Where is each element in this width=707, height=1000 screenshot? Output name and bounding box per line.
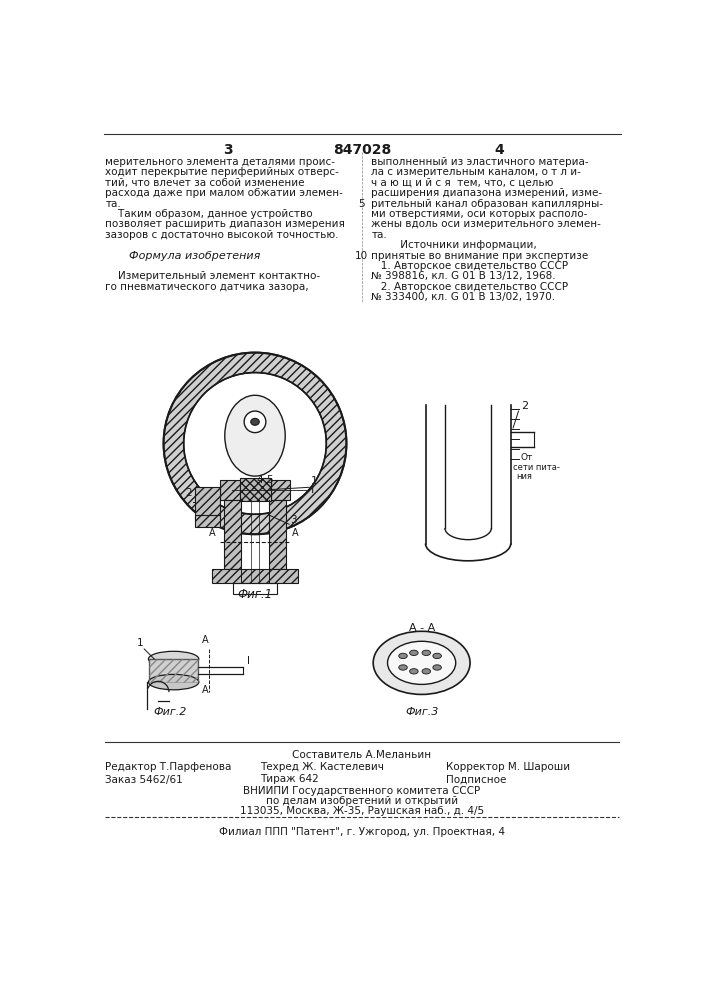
Text: 2. Авторское свидетельство СССР: 2. Авторское свидетельство СССР — [371, 282, 568, 292]
Circle shape — [244, 411, 266, 433]
Bar — [271, 480, 290, 500]
Bar — [149, 659, 199, 682]
Text: жены вдоль оси измерительного элемен-: жены вдоль оси измерительного элемен- — [371, 219, 601, 229]
Text: ВНИИПИ Государственного комитета СССР: ВНИИПИ Государственного комитета СССР — [243, 786, 481, 796]
Text: 2: 2 — [185, 488, 192, 498]
Text: Составитель А.Меланьин: Составитель А.Меланьин — [293, 750, 431, 760]
Text: Фиг.1: Фиг.1 — [238, 588, 273, 601]
Text: Редактор Т.Парфенова: Редактор Т.Парфенова — [105, 762, 232, 772]
Ellipse shape — [399, 665, 407, 670]
Ellipse shape — [409, 650, 418, 656]
Text: выполненный из эластичного материа-: выполненный из эластичного материа- — [371, 157, 589, 167]
Text: мерительного элемента деталями проис-: мерительного элемента деталями проис- — [105, 157, 335, 167]
Bar — [269, 500, 286, 569]
Text: От: От — [521, 453, 533, 462]
Text: Тираж 642: Тираж 642 — [260, 774, 319, 784]
Text: 4: 4 — [494, 143, 504, 157]
Text: I: I — [247, 656, 250, 666]
Ellipse shape — [225, 395, 285, 476]
Text: го пневматического датчика зазора,: го пневматического датчика зазора, — [105, 282, 309, 292]
Bar — [194, 487, 220, 521]
Text: 2: 2 — [521, 401, 528, 411]
Text: Корректор М. Шароши: Корректор М. Шароши — [446, 762, 571, 772]
Ellipse shape — [433, 653, 441, 659]
Text: по делам изобретений и открытий: по делам изобретений и открытий — [266, 796, 458, 806]
Text: ми отверстиями, оси которых располо-: ми отверстиями, оси которых располо- — [371, 209, 588, 219]
Text: 5: 5 — [358, 199, 365, 209]
Text: 1: 1 — [311, 476, 318, 486]
Bar — [149, 659, 199, 682]
Ellipse shape — [409, 669, 418, 674]
Text: ч а ю щ и й с я  тем, что, с целью: ч а ю щ и й с я тем, что, с целью — [371, 178, 554, 188]
Text: Формула изобретения: Формула изобретения — [129, 251, 260, 261]
Bar — [240, 478, 271, 501]
Ellipse shape — [251, 418, 259, 425]
Text: Подписное: Подписное — [446, 774, 507, 784]
Text: 1. Авторское свидетельство СССР: 1. Авторское свидетельство СССР — [371, 261, 568, 271]
Text: 10: 10 — [355, 251, 368, 261]
Text: 1: 1 — [136, 638, 143, 648]
Text: зазоров с достаточно высокой точностью.: зазоров с достаточно высокой точностью. — [105, 230, 339, 240]
Text: № 333400, кл. G 01 B 13/02, 1970.: № 333400, кл. G 01 B 13/02, 1970. — [371, 292, 556, 302]
Text: тий, что влечет за собой изменение: тий, что влечет за собой изменение — [105, 178, 305, 188]
Text: та.: та. — [105, 199, 121, 209]
Text: А - А: А - А — [409, 623, 435, 633]
Text: 5: 5 — [266, 475, 272, 485]
Text: I: I — [311, 485, 314, 495]
Text: позволяет расширить диапазон измерения: позволяет расширить диапазон измерения — [105, 219, 345, 229]
Text: та.: та. — [371, 230, 387, 240]
Text: ла с измерительным каналом, о т л и-: ла с измерительным каналом, о т л и- — [371, 167, 581, 177]
Ellipse shape — [422, 669, 431, 674]
Ellipse shape — [399, 653, 407, 659]
Text: A: A — [209, 528, 215, 538]
Text: A: A — [292, 528, 299, 538]
Text: 847028: 847028 — [333, 143, 391, 157]
Ellipse shape — [148, 674, 199, 690]
Bar — [194, 515, 220, 527]
Text: Источники информации,: Источники информации, — [371, 240, 537, 250]
Text: Филиал ППП "Патент", г. Ужгород, ул. Проектная, 4: Филиал ППП "Патент", г. Ужгород, ул. Про… — [219, 827, 505, 837]
Text: Таким образом, данное устройство: Таким образом, данное устройство — [105, 209, 313, 219]
Ellipse shape — [387, 641, 456, 684]
Text: Фиг.3: Фиг.3 — [405, 707, 438, 717]
Text: Измерительный элемент контактно-: Измерительный элемент контактно- — [105, 271, 320, 281]
Text: расхода даже при малом обжатии элемен-: расхода даже при малом обжатии элемен- — [105, 188, 344, 198]
Text: 4: 4 — [257, 475, 263, 485]
Text: 3: 3 — [290, 515, 296, 525]
Text: расширения диапазона измерений, изме-: расширения диапазона измерений, изме- — [371, 188, 602, 198]
Text: A: A — [202, 685, 209, 695]
Ellipse shape — [422, 650, 431, 656]
Bar — [224, 500, 241, 569]
Text: рительный канал образован капиллярны-: рительный канал образован капиллярны- — [371, 199, 603, 209]
Ellipse shape — [433, 665, 441, 670]
Text: Техред Ж. Кастелевич: Техред Ж. Кастелевич — [260, 762, 385, 772]
Text: ходит перекрытие периферийных отверс-: ходит перекрытие периферийных отверс- — [105, 167, 339, 177]
Text: 3: 3 — [223, 143, 233, 157]
Ellipse shape — [148, 651, 199, 667]
Text: ния: ния — [516, 472, 532, 481]
Text: принятые во внимание при экспертизе: принятые во внимание при экспертизе — [371, 251, 588, 261]
Text: сети пита-: сети пита- — [513, 463, 560, 472]
Text: Заказ 5462/61: Заказ 5462/61 — [105, 774, 183, 784]
Bar — [220, 480, 240, 500]
Text: Фиг.2: Фиг.2 — [153, 707, 187, 717]
Ellipse shape — [373, 631, 470, 694]
Text: № 398816, кл. G 01 B 13/12, 1968.: № 398816, кл. G 01 B 13/12, 1968. — [371, 271, 556, 281]
Bar — [233, 583, 276, 594]
Bar — [212, 569, 298, 583]
Text: A: A — [202, 635, 209, 645]
Text: 113035, Москва, Ж-35, Раушская наб., д. 4/5: 113035, Москва, Ж-35, Раушская наб., д. … — [240, 806, 484, 816]
